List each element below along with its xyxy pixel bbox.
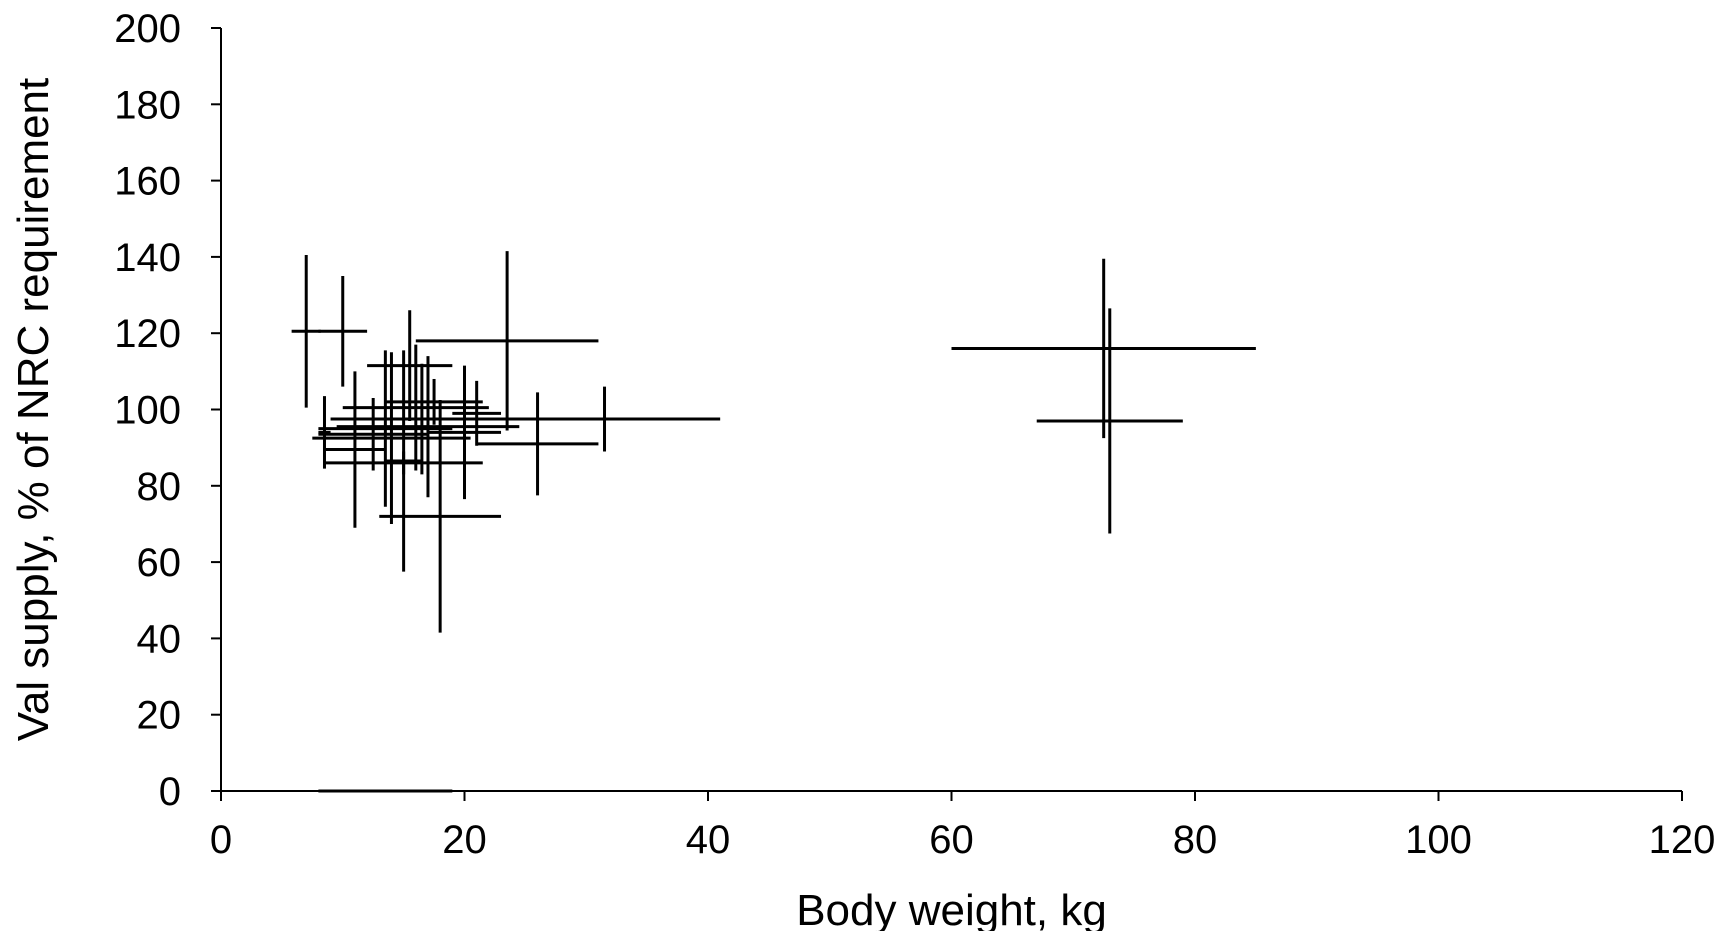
data-points <box>291 251 1256 793</box>
x-tick-label: 40 <box>686 818 731 862</box>
y-tick-label: 120 <box>114 312 181 356</box>
data-point <box>291 254 321 408</box>
data-point <box>318 275 368 387</box>
point-marker <box>322 430 326 434</box>
y-tick-label: 180 <box>114 83 181 127</box>
data-point <box>476 392 599 496</box>
data-point <box>318 789 453 793</box>
data-point <box>318 398 428 471</box>
data-point <box>330 363 514 475</box>
point-marker <box>603 417 607 421</box>
x-axis-ticks: 0 20 40 60 80 100 120 <box>210 791 1716 862</box>
point-marker <box>341 329 345 333</box>
y-tick-label: 80 <box>137 465 182 509</box>
x-tick-label: 0 <box>210 818 232 862</box>
point-marker <box>383 789 387 793</box>
y-tick-label: 100 <box>114 389 181 433</box>
data-point <box>488 386 721 452</box>
data-point <box>1036 308 1183 534</box>
point-marker <box>1102 346 1106 350</box>
data-point <box>951 258 1256 439</box>
point-marker <box>426 425 430 429</box>
point-marker <box>408 364 412 368</box>
x-tick-label: 80 <box>1173 818 1218 862</box>
y-axis-title: Val supply, % of NRC requirement <box>9 78 58 742</box>
y-tick-label: 60 <box>137 541 182 585</box>
y-tick-label: 20 <box>137 694 182 738</box>
data-point <box>336 356 520 498</box>
point-marker <box>414 406 418 410</box>
y-axis-ticks: 0 20 40 60 80 100 120 140 160 180 200 <box>114 7 221 814</box>
point-marker <box>389 436 393 440</box>
point-marker <box>536 442 540 446</box>
x-tick-label: 60 <box>929 818 974 862</box>
data-point <box>379 399 502 633</box>
y-tick-label: 200 <box>114 7 181 51</box>
point-marker <box>432 400 436 404</box>
point-marker <box>463 430 466 434</box>
x-tick-label: 20 <box>442 818 487 862</box>
data-point <box>452 380 502 446</box>
data-point <box>318 350 453 507</box>
point-marker <box>505 339 509 343</box>
data-point <box>318 396 331 469</box>
data-point <box>324 371 386 528</box>
point-marker <box>304 329 308 333</box>
y-tick-label: 40 <box>137 617 182 661</box>
point-marker <box>353 448 357 452</box>
point-marker <box>475 411 479 415</box>
data-point <box>415 251 599 431</box>
point-marker <box>402 461 406 465</box>
x-axis-title: Body weight, kg <box>796 886 1107 931</box>
data-point <box>385 378 483 425</box>
y-tick-label: 0 <box>159 770 181 814</box>
data-point <box>312 352 471 524</box>
y-tick-label: 160 <box>114 160 181 204</box>
point-marker <box>420 417 424 421</box>
y-tick-label: 140 <box>114 236 181 280</box>
point-marker <box>371 432 375 436</box>
point-marker <box>1108 419 1112 423</box>
data-point <box>324 451 483 475</box>
point-marker <box>438 514 442 518</box>
x-tick-label: 120 <box>1649 818 1716 862</box>
x-tick-label: 100 <box>1405 818 1472 862</box>
data-point <box>342 344 489 471</box>
